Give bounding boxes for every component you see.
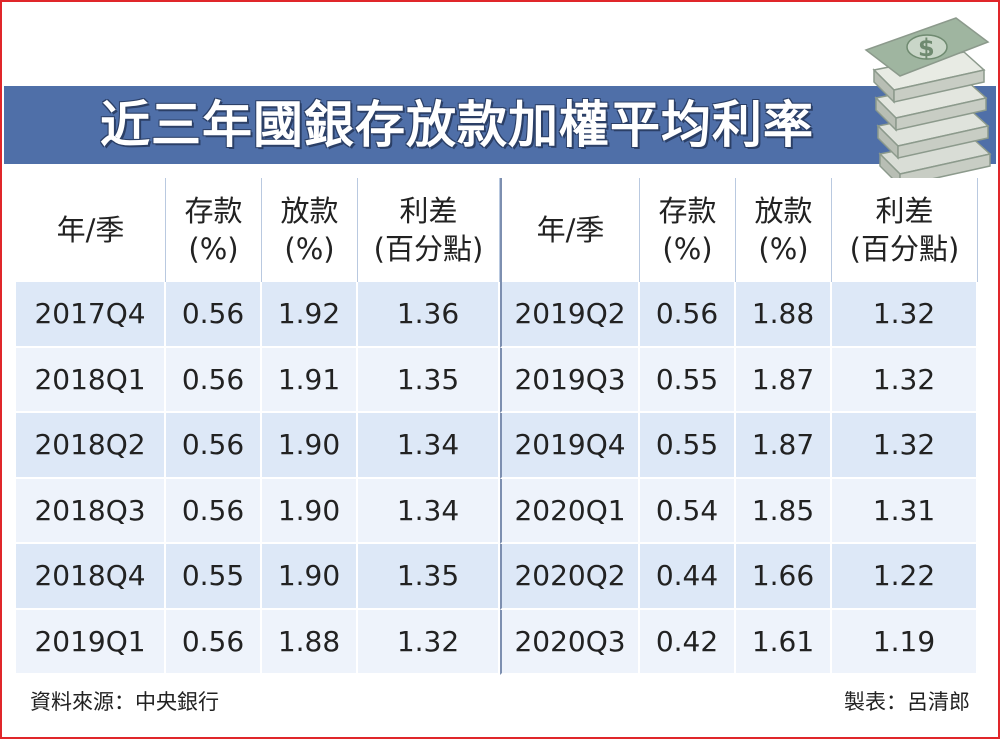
deposit-cell: 0.56: [166, 413, 262, 479]
author-credit: 製表：呂清郎: [844, 690, 970, 714]
deposit-cell: 0.55: [640, 413, 736, 479]
header-period: 年/季: [16, 178, 166, 282]
loan-cell: 1.88: [262, 609, 358, 675]
period-cell: 2019Q2: [500, 282, 640, 348]
table-row: 2017Q4 0.56 1.92 1.36 2019Q2 0.56 1.88 1…: [16, 282, 978, 348]
deposit-cell: 0.54: [640, 478, 736, 544]
spread-cell: 1.35: [358, 347, 500, 413]
loan-cell: 1.88: [736, 282, 832, 348]
loan-cell: 1.92: [262, 282, 358, 348]
header-loan: 放款 (%): [736, 178, 832, 282]
period-cell: 2020Q3: [500, 609, 640, 675]
table-row: 2018Q2 0.56 1.90 1.34 2019Q4 0.55 1.87 1…: [16, 413, 978, 479]
loan-cell: 1.91: [262, 347, 358, 413]
header-loan: 放款 (%): [262, 178, 358, 282]
spread-cell: 1.32: [832, 282, 978, 348]
loan-cell: 1.90: [262, 478, 358, 544]
table-row: 2018Q1 0.56 1.91 1.35 2019Q3 0.55 1.87 1…: [16, 347, 978, 413]
spread-cell: 1.22: [832, 544, 978, 610]
table-row: 2018Q4 0.55 1.90 1.35 2020Q2 0.44 1.66 1…: [16, 544, 978, 610]
loan-cell: 1.87: [736, 347, 832, 413]
page-title: 近三年國銀存放款加權平均利率: [100, 96, 814, 154]
table-row: 2019Q1 0.56 1.88 1.32 2020Q3 0.42 1.61 1…: [16, 609, 978, 675]
deposit-cell: 0.56: [166, 478, 262, 544]
deposit-cell: 0.55: [166, 544, 262, 610]
table-header-row: 年/季 存款 (%) 放款 (%) 利差 (百分點) 年/季 存款 (%) 放款 (%) …: [16, 178, 978, 282]
money-stack-icon: $: [864, 17, 992, 186]
period-cell: 2017Q4: [16, 282, 166, 348]
period-cell: 2018Q3: [16, 478, 166, 544]
header-deposit: 存款 (%): [166, 178, 262, 282]
loan-cell: 1.61: [736, 609, 832, 675]
deposit-cell: 0.56: [166, 282, 262, 348]
header-period: 年/季: [500, 178, 640, 282]
spread-cell: 1.36: [358, 282, 500, 348]
deposit-cell: 0.44: [640, 544, 736, 610]
header-deposit: 存款 (%): [640, 178, 736, 282]
rate-table: 年/季 存款 (%) 放款 (%) 利差 (百分點) 年/季 存款 (%) 放款 (%) …: [16, 178, 978, 675]
spread-cell: 1.32: [358, 609, 500, 675]
deposit-cell: 0.56: [166, 609, 262, 675]
spread-cell: 1.31: [832, 478, 978, 544]
spread-cell: 1.32: [832, 413, 978, 479]
period-cell: 2019Q4: [500, 413, 640, 479]
period-cell: 2019Q1: [16, 609, 166, 675]
loan-cell: 1.90: [262, 413, 358, 479]
title-bar: [4, 86, 996, 164]
period-cell: 2020Q2: [500, 544, 640, 610]
period-cell: 2018Q2: [16, 413, 166, 479]
spread-cell: 1.19: [832, 609, 978, 675]
table-body: 2017Q4 0.56 1.92 1.36 2019Q2 0.56 1.88 1…: [16, 282, 978, 675]
deposit-cell: 0.56: [640, 282, 736, 348]
svg-text:$: $: [918, 34, 935, 62]
period-cell: 2018Q1: [16, 347, 166, 413]
period-cell: 2020Q1: [500, 478, 640, 544]
spread-cell: 1.34: [358, 478, 500, 544]
deposit-cell: 0.55: [640, 347, 736, 413]
deposit-cell: 0.56: [166, 347, 262, 413]
loan-cell: 1.87: [736, 413, 832, 479]
table-row: 2018Q3 0.56 1.90 1.34 2020Q1 0.54 1.85 1…: [16, 478, 978, 544]
spread-cell: 1.32: [832, 347, 978, 413]
header-spread: 利差 (百分點): [358, 178, 500, 282]
period-cell: 2018Q4: [16, 544, 166, 610]
loan-cell: 1.85: [736, 478, 832, 544]
loan-cell: 1.66: [736, 544, 832, 610]
period-cell: 2019Q3: [500, 347, 640, 413]
header-spread: 利差 (百分點): [832, 178, 978, 282]
source-note: 資料來源：中央銀行: [30, 690, 219, 714]
spread-cell: 1.34: [358, 413, 500, 479]
deposit-cell: 0.42: [640, 609, 736, 675]
loan-cell: 1.90: [262, 544, 358, 610]
spread-cell: 1.35: [358, 544, 500, 610]
